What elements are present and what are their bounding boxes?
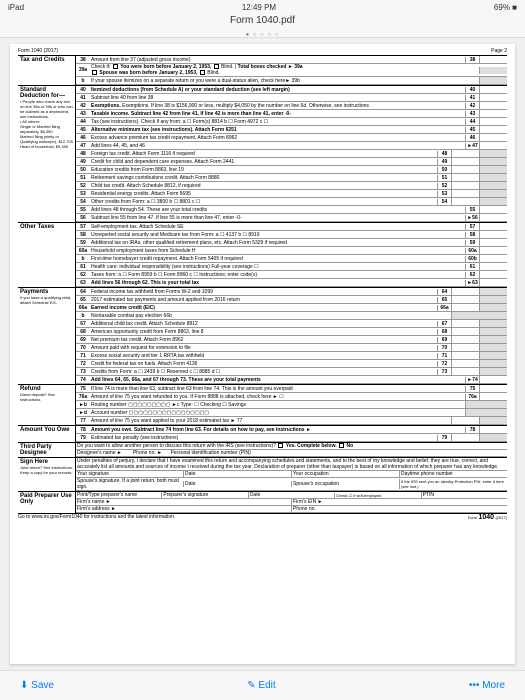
save-button[interactable]: ⬇ Save [20,680,54,691]
ios-nav-bar: Form 1040.pdf ● ○ ○ ○ ○ [0,14,525,38]
pdf-page: Form 1040 (2017)Page 2 Tax and Credits 3… [10,44,515,664]
ios-toolbar: ⬇ Save ✎ Edit ••• More [0,670,525,700]
more-button[interactable]: ••• More [469,680,505,691]
ios-status-bar: iPad12:49 PM69% ■ [0,0,525,14]
edit-button[interactable]: ✎ Edit [247,680,275,691]
doc-title: Form 1040.pdf [0,14,525,28]
